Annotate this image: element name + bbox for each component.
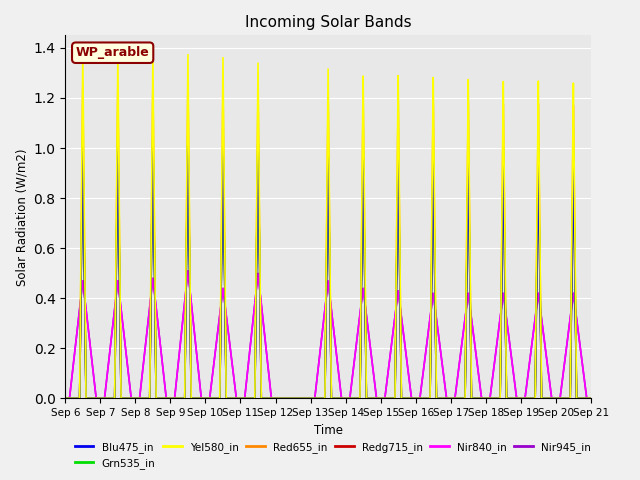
Title: Incoming Solar Bands: Incoming Solar Bands — [244, 15, 412, 30]
Text: WP_arable: WP_arable — [76, 46, 150, 59]
Y-axis label: Solar Radiation (W/m2): Solar Radiation (W/m2) — [15, 148, 28, 286]
X-axis label: Time: Time — [314, 424, 342, 437]
Legend: Blu475_in, Grn535_in, Yel580_in, Red655_in, Redg715_in, Nir840_in, Nir945_in: Blu475_in, Grn535_in, Yel580_in, Red655_… — [70, 438, 595, 473]
